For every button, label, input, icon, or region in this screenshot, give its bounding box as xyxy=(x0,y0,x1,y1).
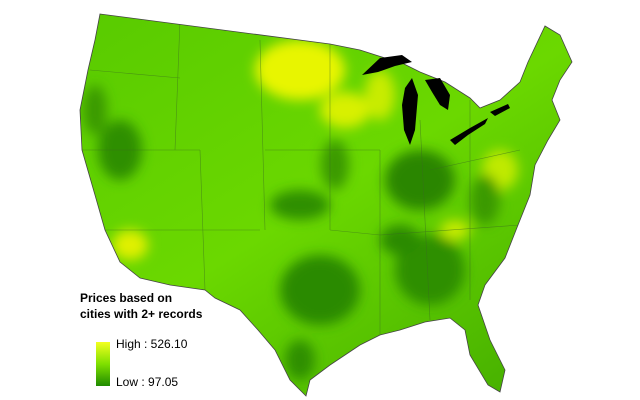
legend-color-ramp xyxy=(96,342,110,386)
legend-low-label: Low : 97.05 xyxy=(116,375,178,389)
legend-title: Prices based on xyxy=(80,291,172,305)
great-lakes xyxy=(362,55,510,145)
legend: Prices based on cities with 2+ records H… xyxy=(80,291,203,389)
legend-title: cities with 2+ records xyxy=(80,307,203,321)
legend-high-label: High : 526.10 xyxy=(116,337,188,351)
